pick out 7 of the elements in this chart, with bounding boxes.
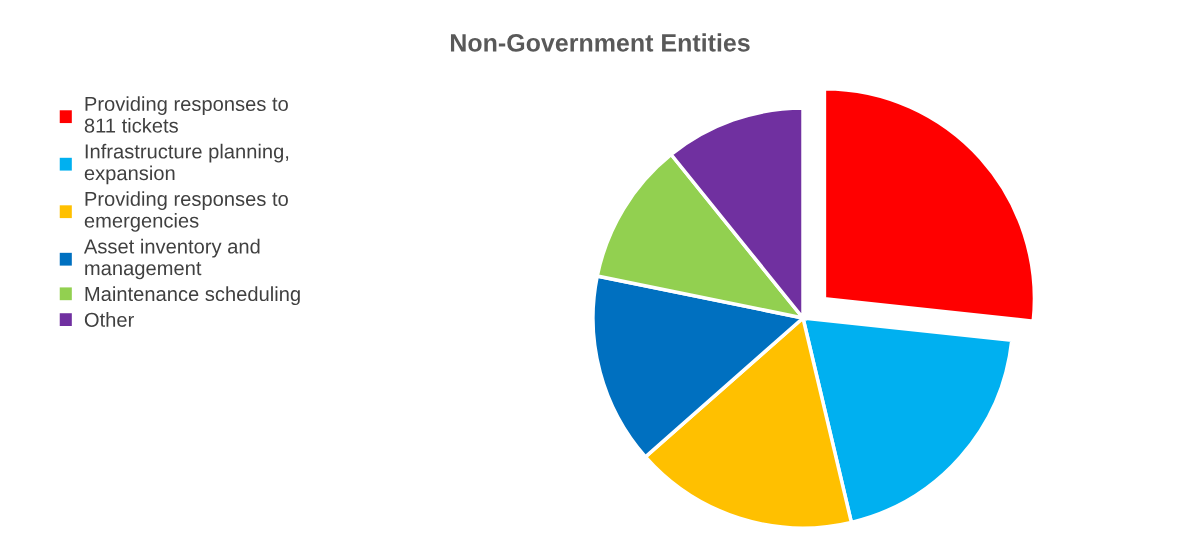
legend-label: Other — [84, 312, 134, 327]
legend-label: Asset inventory and management — [83, 238, 260, 280]
chart-title: Non-Government Entities — [450, 33, 750, 52]
legend-label: Maintenance scheduling — [85, 286, 300, 306]
legend-label: Providing responses to emergencies — [84, 191, 288, 232]
legend-label: Infrastructure planning, expansion — [84, 143, 289, 185]
legend-label: Providing responses to 811 tickets — [84, 96, 288, 133]
